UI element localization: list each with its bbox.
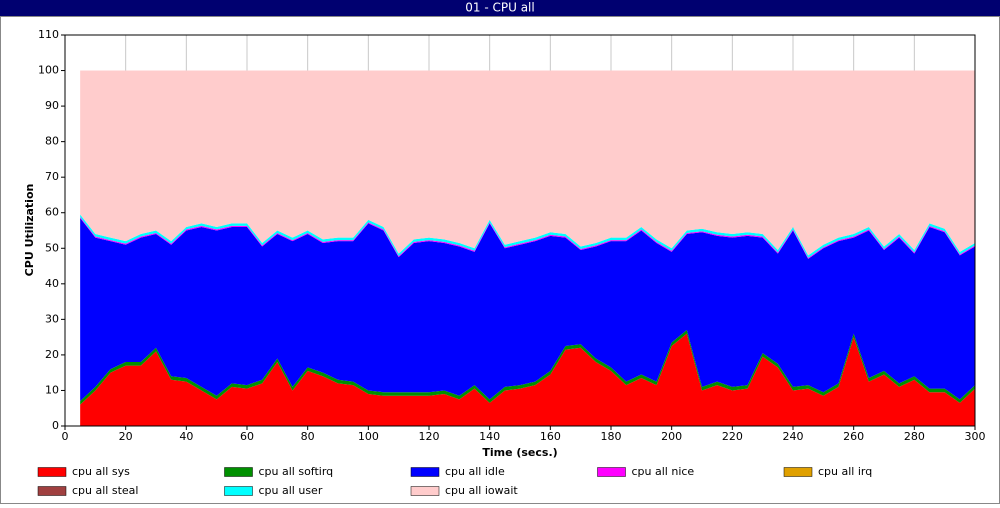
area [80,333,975,426]
x-axis-label: Time (secs.) [482,446,557,459]
legend-swatch [597,467,626,477]
y-tick-label: 40 [45,277,59,290]
legend-swatch [783,467,813,477]
legend-swatch [410,467,440,477]
legend-swatch [410,486,440,496]
x-tick-label: 220 [722,430,743,443]
y-tick-label: 110 [38,28,59,41]
x-tick-label: 180 [601,430,622,443]
legend-label: cpu all irq [818,465,872,478]
y-tick-label: 20 [45,348,59,361]
legend-label: cpu all iowait [445,484,518,497]
x-tick-label: 20 [119,430,133,443]
legend-label: cpu all user [259,484,323,497]
x-tick-label: 140 [479,430,500,443]
legend-swatch [37,467,67,477]
area [80,218,975,402]
x-tick-label: 280 [904,430,925,443]
y-tick-label: 70 [45,170,59,183]
x-tick-label: 300 [965,430,986,443]
x-tick-label: 0 [62,430,69,443]
title-bar [0,0,1000,16]
area [80,70,975,256]
x-tick-label: 120 [419,430,440,443]
legend-label: cpu all softirq [259,465,334,478]
y-axis-label: CPU Utilization [23,184,36,277]
x-tick-label: 60 [240,430,254,443]
legend-label: cpu all sys [72,465,130,478]
y-tick-label: 0 [52,419,59,432]
x-tick-label: 160 [540,430,561,443]
plot-border [64,34,976,427]
y-tick-label: 30 [45,312,59,325]
x-tick-label: 260 [843,430,864,443]
legend-label: cpu all nice [632,465,695,478]
y-tick-label: 90 [45,99,59,112]
x-tick-label: 40 [179,430,193,443]
window-title: 01 - CPU all [465,1,534,15]
x-tick-label: 100 [358,430,379,443]
y-tick-label: 80 [45,135,59,148]
x-tick-label: 240 [783,430,804,443]
legend-label: cpu all steal [72,484,138,497]
x-tick-label: 200 [661,430,682,443]
y-tick-label: 60 [45,206,59,219]
y-tick-label: 10 [45,383,59,396]
legend-swatch [224,486,253,496]
x-tick-label: 80 [301,430,315,443]
legend-swatch [37,486,67,496]
y-tick-label: 50 [45,241,59,254]
legend-label: cpu all idle [445,465,505,478]
y-tick-label: 100 [38,64,59,77]
legend-swatch [224,467,253,477]
